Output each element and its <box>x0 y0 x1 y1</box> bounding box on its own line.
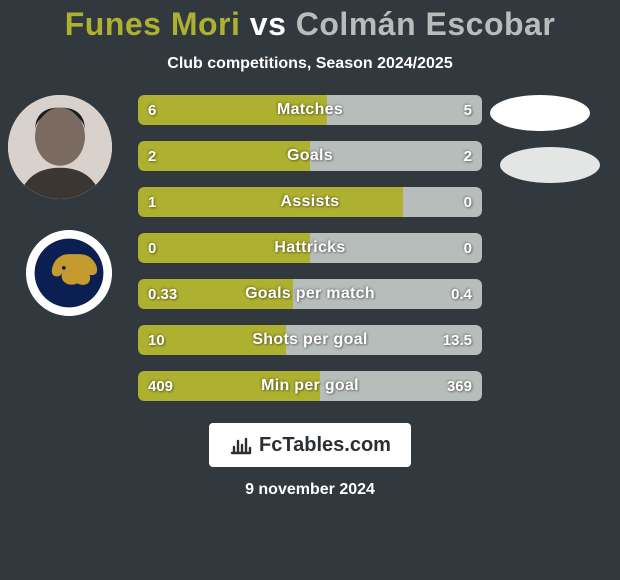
stat-row: 22Goals <box>138 141 482 171</box>
bar-chart-icon <box>229 433 253 457</box>
opponent-ellipse-1 <box>490 95 590 131</box>
player-avatar <box>8 95 112 199</box>
stat-label: Min per goal <box>138 371 482 401</box>
stat-row: 0.330.4Goals per match <box>138 279 482 309</box>
comparison-chart: 65Matches 22Goals 10Assists 00Hattricks 0.33… <box>0 95 620 417</box>
stat-label: Matches <box>138 95 482 125</box>
stat-row: 1013.5Shots per goal <box>138 325 482 355</box>
club-badge-icon <box>26 230 112 316</box>
subtitle: Club competitions, Season 2024/2025 <box>167 55 452 73</box>
brand-text: FcTables.com <box>259 434 391 457</box>
page-title: Funes Mori vs Colmán Escobar <box>65 6 556 43</box>
stat-label: Goals per match <box>138 279 482 309</box>
stat-row: 00Hattricks <box>138 233 482 263</box>
stat-label: Hattricks <box>138 233 482 263</box>
brand-badge: FcTables.com <box>209 423 411 467</box>
opponent-ellipse-2 <box>500 147 600 183</box>
club-badge <box>26 230 112 316</box>
title-player1: Funes Mori <box>65 6 241 42</box>
stat-row: 409369Min per goal <box>138 371 482 401</box>
stat-label: Shots per goal <box>138 325 482 355</box>
stat-row: 10Assists <box>138 187 482 217</box>
player-silhouette-icon <box>8 95 112 199</box>
title-vs: vs <box>250 6 287 42</box>
title-player2: Colmán Escobar <box>296 6 556 42</box>
stat-rows: 65Matches 22Goals 10Assists 00Hattricks 0.33… <box>138 95 482 401</box>
stat-row: 65Matches <box>138 95 482 125</box>
stat-label: Goals <box>138 141 482 171</box>
footer-date: 9 november 2024 <box>245 481 375 499</box>
stat-label: Assists <box>138 187 482 217</box>
